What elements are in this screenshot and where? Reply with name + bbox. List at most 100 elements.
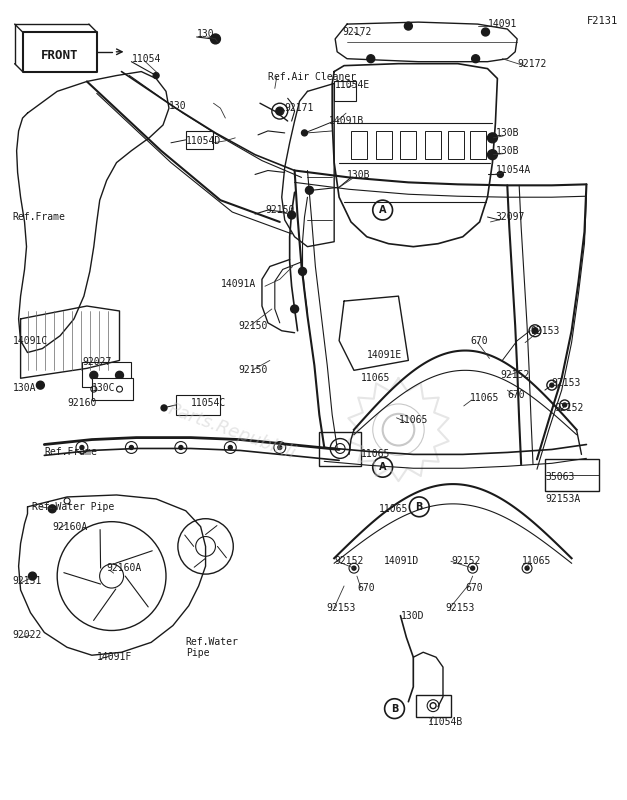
Circle shape [430,702,436,709]
Text: 35063: 35063 [545,472,574,482]
Text: 130A: 130A [13,383,36,393]
Text: 11065: 11065 [379,504,408,514]
Text: 14091: 14091 [488,19,517,29]
Text: B: B [391,704,398,714]
Text: 11065: 11065 [470,393,499,403]
Text: 92150: 92150 [238,366,268,375]
Circle shape [288,211,295,219]
Circle shape [48,505,56,513]
Circle shape [291,305,298,313]
Circle shape [482,28,490,36]
Text: 130B: 130B [495,146,519,156]
Text: 11054E: 11054E [335,81,371,90]
Text: 92172: 92172 [342,27,371,37]
Circle shape [404,22,413,30]
Text: 92153: 92153 [445,602,475,613]
Text: 92150: 92150 [265,205,294,215]
Text: 670: 670 [507,390,525,400]
Text: FRONT: FRONT [40,50,78,62]
Circle shape [302,130,307,136]
Text: F2131: F2131 [586,16,618,26]
Text: A: A [379,462,386,472]
Bar [470,131,485,158]
Text: Ref.Frame: Ref.Frame [45,447,97,458]
Bar [545,459,599,491]
Text: 11054: 11054 [132,54,161,64]
Text: 130B: 130B [347,170,371,181]
Text: 32097: 32097 [495,212,525,222]
Text: 130: 130 [169,101,187,111]
Text: 11054B: 11054B [428,717,463,726]
Text: 92151: 92151 [13,576,42,586]
Text: 670: 670 [357,583,374,593]
Circle shape [179,446,183,450]
Circle shape [532,328,538,334]
Text: Ref.Water Pipe: Ref.Water Pipe [33,502,115,512]
Circle shape [80,446,84,450]
Text: 14091B: 14091B [329,116,364,126]
Circle shape [562,403,567,407]
Circle shape [525,566,529,570]
Circle shape [298,267,307,275]
Circle shape [352,566,356,570]
Circle shape [497,171,503,178]
Circle shape [488,133,497,142]
Bar [351,131,367,158]
Text: 92153: 92153 [552,378,581,388]
Text: 92153: 92153 [326,602,356,613]
Bar [334,82,356,102]
Text: Ref.Air Cleaner: Ref.Air Cleaner [268,71,356,82]
Text: 130B: 130B [495,128,519,138]
Bar [416,694,451,717]
Circle shape [161,405,167,411]
Bar [176,395,221,415]
Text: 92152: 92152 [555,403,584,413]
Circle shape [550,383,554,387]
Text: 92160A: 92160A [107,563,142,573]
Text: 92027: 92027 [82,358,111,367]
Circle shape [228,446,232,450]
Text: Ref.Water
Pipe: Ref.Water Pipe [186,637,239,658]
Text: 11065: 11065 [522,556,552,566]
Text: A: A [379,205,386,215]
Circle shape [488,150,497,160]
Text: 92160A: 92160A [52,522,88,532]
Text: 92152: 92152 [500,370,530,380]
Text: 92153: 92153 [530,326,559,336]
Text: 11065: 11065 [361,450,390,459]
Text: 14091C: 14091C [13,336,48,346]
Text: 92150: 92150 [238,321,268,331]
Bar [319,432,361,466]
Text: 130D: 130D [401,610,424,621]
Circle shape [28,572,36,580]
Circle shape [305,186,314,194]
Text: 130: 130 [197,29,214,39]
Bar [401,131,416,158]
Bar [376,131,391,158]
Circle shape [471,566,475,570]
Bar [448,131,464,158]
Circle shape [90,371,98,379]
Circle shape [367,54,375,62]
Bar [92,378,134,400]
Text: 11065: 11065 [361,374,390,383]
Text: 92152: 92152 [451,556,480,566]
Text: 670: 670 [471,336,488,346]
Text: 92172: 92172 [517,58,547,69]
Circle shape [276,107,284,115]
Text: Ref.Frame: Ref.Frame [13,212,66,222]
Text: 130C: 130C [92,383,115,393]
Text: 92160: 92160 [67,398,97,408]
Text: 14091D: 14091D [384,556,419,566]
Text: 14091F: 14091F [97,652,132,662]
Bar [82,362,132,387]
Text: 11054D: 11054D [186,136,221,146]
Text: B: B [416,502,423,512]
Circle shape [211,34,221,44]
Text: 11065: 11065 [399,414,428,425]
Bar [425,131,441,158]
Circle shape [153,73,159,78]
Text: 11054C: 11054C [191,398,226,408]
Text: 92171: 92171 [285,103,314,113]
Text: 14091A: 14091A [221,279,256,290]
